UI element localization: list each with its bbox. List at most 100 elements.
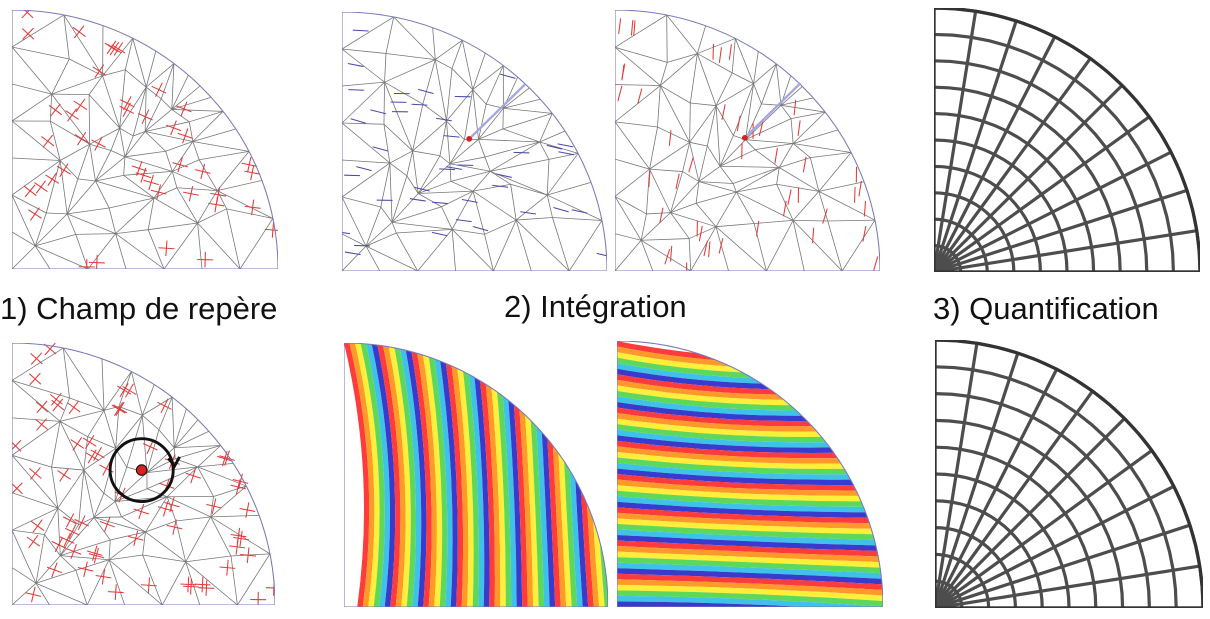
field-glyph xyxy=(546,144,563,150)
mesh-edge xyxy=(51,467,59,509)
mesh-edge xyxy=(827,220,843,271)
mesh-edge xyxy=(615,196,642,241)
mesh-edge xyxy=(435,39,463,60)
mesh-edge xyxy=(60,539,111,556)
mesh-edge xyxy=(342,162,391,198)
mesh-edge xyxy=(12,507,59,531)
mesh-edge xyxy=(682,171,700,182)
mesh-edge xyxy=(810,152,852,158)
mesh-edge xyxy=(123,175,155,199)
field-glyph xyxy=(354,244,371,247)
mesh-edge xyxy=(12,46,53,95)
parametrization-band xyxy=(617,551,883,568)
mesh-edge xyxy=(792,220,843,271)
field-glyph xyxy=(68,524,77,540)
parametrization-band xyxy=(421,343,443,607)
mesh-edge xyxy=(57,469,85,509)
field-glyph xyxy=(169,496,175,513)
parametrization-band xyxy=(617,595,883,607)
mesh-edge xyxy=(649,168,671,213)
parametrization-band xyxy=(520,343,539,607)
mesh-edge xyxy=(439,155,451,165)
mesh-edge xyxy=(451,229,456,271)
mesh-edge xyxy=(59,143,90,161)
field-glyph xyxy=(439,168,456,171)
parametrization-band xyxy=(617,462,883,480)
mesh-edge xyxy=(793,219,828,222)
mesh-edge xyxy=(216,151,250,191)
mesh-edge xyxy=(446,120,465,140)
field-glyph xyxy=(553,207,569,213)
parametrization-band xyxy=(410,343,432,607)
mesh-edge xyxy=(615,46,668,63)
mesh-edge xyxy=(95,174,124,182)
quad-edge xyxy=(934,84,1124,272)
field-glyph xyxy=(621,64,625,81)
mesh-edge xyxy=(51,466,84,471)
mesh-edge xyxy=(818,191,829,222)
field-glyph xyxy=(461,198,478,203)
mesh-edge xyxy=(342,81,385,87)
mesh-edge xyxy=(697,38,736,54)
singular-cross-field-svg xyxy=(12,343,275,605)
field-glyph xyxy=(205,580,208,596)
mesh-edge xyxy=(142,554,186,563)
mesh-edge xyxy=(93,516,122,518)
quad-edge xyxy=(935,564,1200,608)
mesh-edge xyxy=(185,561,238,605)
mesh-edge xyxy=(133,131,146,137)
field-glyph xyxy=(571,209,588,214)
mesh-edge xyxy=(659,62,668,86)
mesh-edge xyxy=(780,86,803,106)
mesh-edge xyxy=(158,396,173,430)
mesh-edge xyxy=(88,94,91,145)
mesh-edge xyxy=(365,245,418,271)
field-glyph xyxy=(347,62,364,68)
mesh-edge xyxy=(87,233,116,269)
field-glyph xyxy=(122,102,131,117)
mesh-edge xyxy=(102,69,126,77)
field-glyph xyxy=(50,392,62,406)
mesh-edge xyxy=(384,82,413,152)
mesh-edge xyxy=(516,217,553,221)
mesh-edge xyxy=(101,358,105,411)
parametrization-band xyxy=(344,343,370,607)
field-glyph xyxy=(93,547,99,564)
mesh-edge xyxy=(145,520,177,533)
mesh-edge xyxy=(761,63,777,105)
parametrization-band xyxy=(470,343,490,607)
field-glyph xyxy=(858,180,862,197)
field-glyph xyxy=(67,108,78,122)
mesh-edge xyxy=(141,384,155,416)
mesh-edge xyxy=(145,51,157,88)
field-glyph xyxy=(147,577,150,594)
mesh-edge xyxy=(132,87,147,137)
mesh-edge xyxy=(59,524,79,556)
field-glyph xyxy=(50,103,61,117)
mesh-edge xyxy=(176,187,198,224)
field-glyph xyxy=(114,584,117,600)
mesh-edge xyxy=(391,222,397,234)
field-glyph xyxy=(472,225,489,232)
parametrization-u-svg xyxy=(344,343,608,607)
mesh-edge xyxy=(389,162,408,177)
mesh-edge xyxy=(66,178,79,214)
mesh-edge xyxy=(12,46,70,60)
field-glyph xyxy=(431,231,448,237)
quad-mesh-bottom xyxy=(935,340,1203,608)
mesh-edge xyxy=(158,429,175,449)
parametrization-band xyxy=(437,343,458,607)
parametrization-band xyxy=(454,343,474,607)
mesh-edge xyxy=(44,508,59,535)
field-glyph xyxy=(96,254,98,269)
mesh-edge xyxy=(166,496,177,522)
mesh-edge xyxy=(147,197,155,230)
quad-edge xyxy=(935,343,979,608)
mesh xyxy=(12,10,278,269)
mesh-edge xyxy=(417,229,453,271)
integration-mesh-v xyxy=(615,10,880,271)
mesh-edge xyxy=(12,529,37,584)
field-glyph xyxy=(431,201,448,205)
parametrization-band xyxy=(448,343,469,607)
mesh-edge xyxy=(736,191,794,221)
